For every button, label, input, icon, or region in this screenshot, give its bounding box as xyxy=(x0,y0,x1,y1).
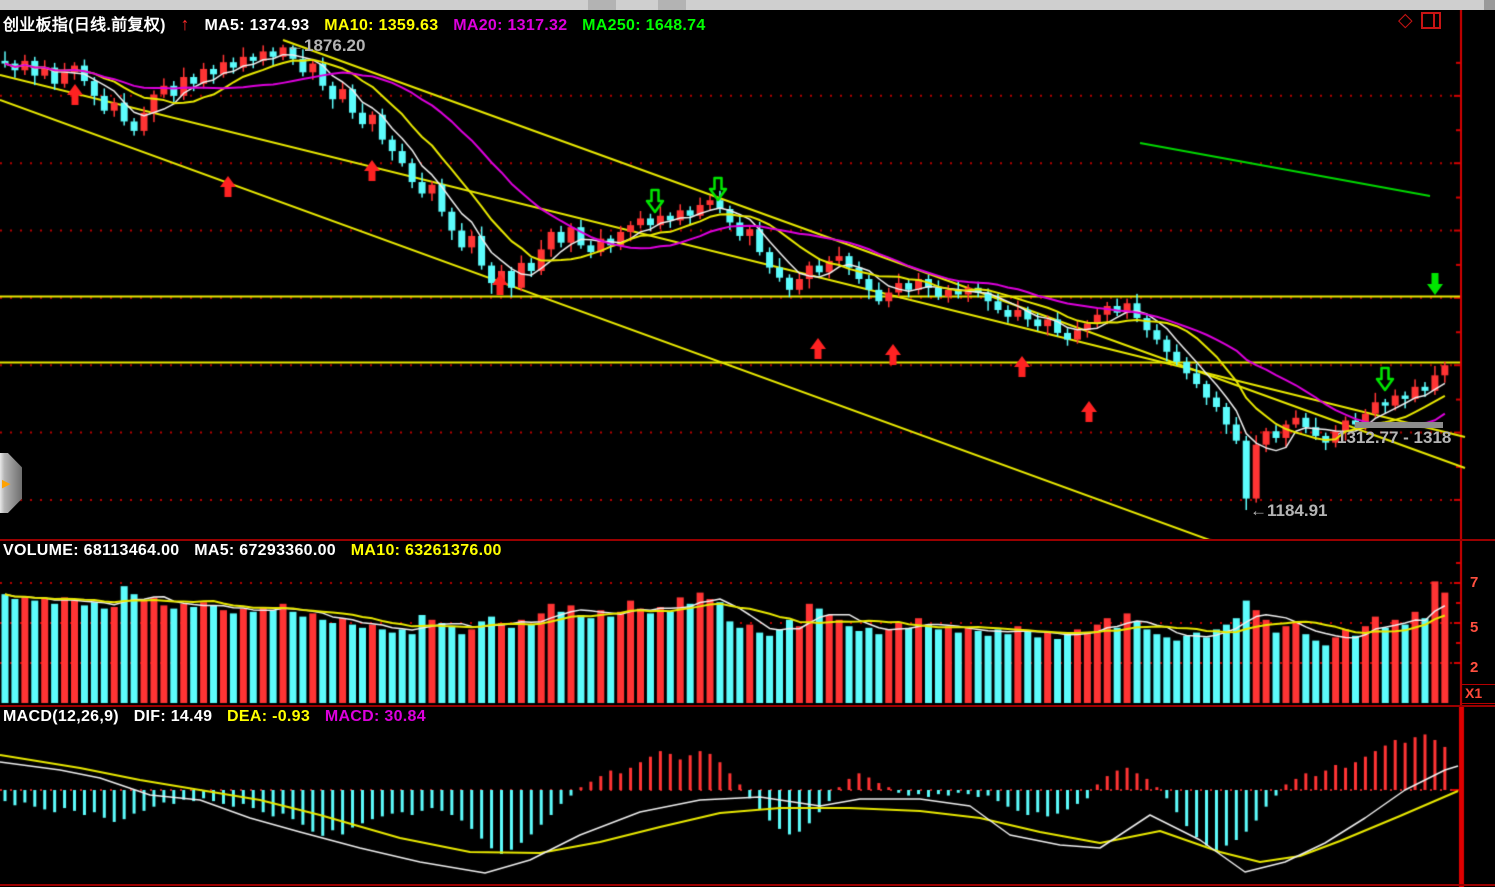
top-toolbar-strip xyxy=(0,0,1495,10)
price-volume-divider xyxy=(0,539,1495,541)
toolbar-strip-segment xyxy=(588,0,616,10)
ma5-legend: MA5: 1374.93 xyxy=(204,17,310,34)
volume-value-legend: VOLUME: 68113464.00 xyxy=(3,542,180,559)
volume-ma5-legend: MA5: 67293360.00 xyxy=(194,542,337,559)
split-window-icon-bar xyxy=(1432,14,1435,27)
volume-chart-canvas[interactable] xyxy=(0,540,1495,707)
left-panel-expander[interactable]: ▶ xyxy=(0,453,22,513)
dif-legend: DIF: 14.49 xyxy=(133,708,213,725)
volume-pane-header: VOLUME: 68113464.00 MA5: 67293360.00 MA1… xyxy=(3,542,512,560)
price-chart-canvas[interactable] xyxy=(0,10,1495,540)
dea-legend: DEA: -0.93 xyxy=(227,708,311,725)
volume-axis-label: 7 xyxy=(1470,574,1479,591)
split-window-icon[interactable] xyxy=(1420,12,1441,29)
bottom-border xyxy=(0,884,1495,886)
chart-title: 创业板指(日线.前复权) xyxy=(3,17,166,34)
macd-pane-header: MACD(12,26,9) DIF: 14.49 DEA: -0.93 MACD… xyxy=(3,708,436,726)
volume-axis-label: 5 xyxy=(1470,619,1479,636)
macd-value-legend: MACD: 30.84 xyxy=(324,708,426,725)
last-price-bar xyxy=(1355,422,1443,428)
toolbar-strip-segment xyxy=(1484,0,1495,10)
volume-multiplier-badge: X1 xyxy=(1461,684,1495,704)
toolbar-strip-segment xyxy=(658,0,686,10)
peak-price-annotation: ←1876.20 xyxy=(287,36,366,55)
ma10-legend: MA10: 1359.63 xyxy=(324,17,439,34)
ma20-legend: MA20: 1317.32 xyxy=(453,17,568,34)
macd-params-legend: MACD(12,26,9) xyxy=(3,708,119,725)
volume-ma10-legend: MA10: 63261376.00 xyxy=(350,542,502,559)
trough-price-annotation: ←1184.91 xyxy=(1250,501,1328,520)
trend-up-arrow-icon: ↑ xyxy=(180,14,190,34)
diamond-icon[interactable]: ◇ xyxy=(1398,9,1413,31)
volume-axis-label: 2 xyxy=(1470,659,1479,676)
macd-chart-canvas[interactable] xyxy=(0,707,1495,887)
gap-range-annotation: 1312.77 - 1318 xyxy=(1337,428,1452,447)
volume-macd-divider xyxy=(0,705,1495,707)
window-controls: ◇ xyxy=(1398,9,1441,31)
ma250-legend: MA250: 1648.74 xyxy=(582,17,706,34)
expand-right-icon: ▶ xyxy=(2,477,11,490)
price-pane-header: 创业板指(日线.前复权) ↑ MA5: 1374.93 MA10: 1359.6… xyxy=(3,11,716,35)
